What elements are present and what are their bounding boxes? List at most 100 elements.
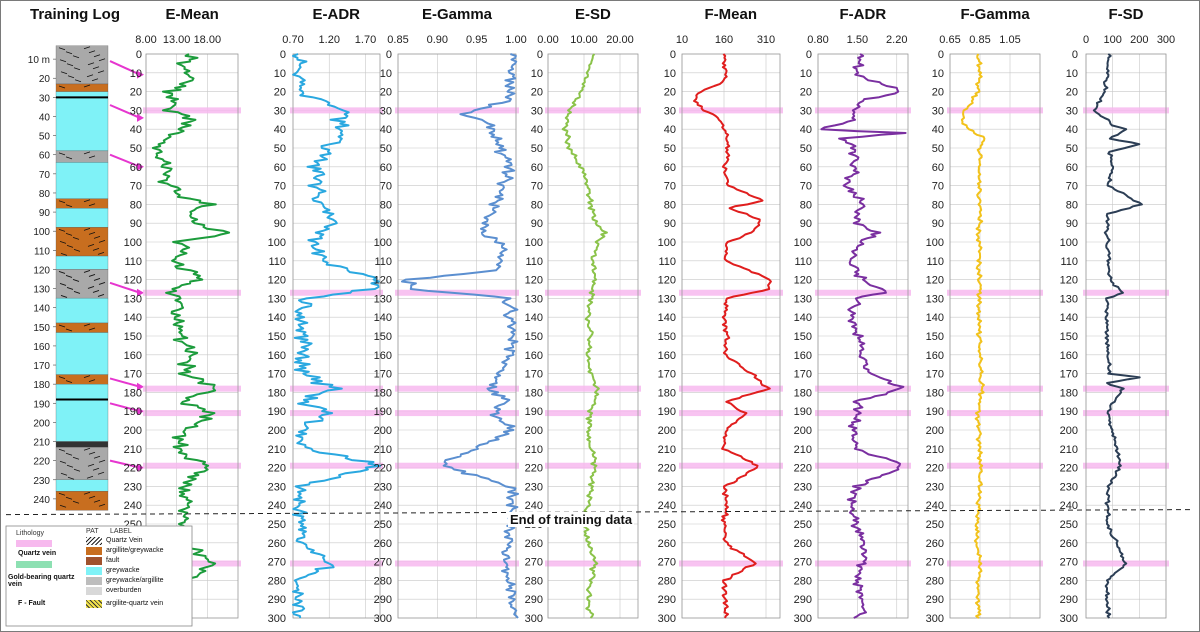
depth-label-5-130: 130: [794, 293, 812, 305]
lith-mark-5-1: [65, 204, 73, 208]
lith-mark2-7-0: [83, 227, 91, 231]
depth-label-3-280: 280: [525, 575, 543, 587]
lith-mark2-18-1: [88, 495, 96, 499]
depth-label-2-200: 200: [374, 425, 392, 437]
series-line-4: [693, 53, 772, 619]
depth-label-6-150: 150: [926, 331, 944, 343]
highlight-7-4: [1083, 462, 1169, 469]
depth-label-3-220: 220: [525, 463, 543, 475]
depth-label-3-90: 90: [531, 218, 543, 230]
depth-label-7-170: 170: [1060, 369, 1078, 381]
depth-label-0-120: 120: [124, 275, 142, 287]
depth-label-5-80: 80: [800, 199, 812, 211]
depth-label-4-260: 260: [658, 538, 676, 550]
depth-label-6-250: 250: [926, 519, 944, 531]
lith-mark-7-2: [72, 236, 80, 240]
lith-mark-16-4: [66, 464, 74, 468]
lith-mark-1-0: [58, 85, 66, 89]
log-depth-110: 110: [34, 246, 50, 257]
lith-segment-9: [55, 269, 109, 299]
log-depth-120: 120: [33, 265, 50, 276]
lith-mark2-16-3: [98, 459, 106, 463]
depth-label-5-280: 280: [794, 575, 812, 587]
log-arrow-3: [109, 281, 141, 294]
highlight-0-1: [143, 289, 241, 296]
series-line-1: [292, 53, 382, 619]
log-arrowhead-1: [137, 113, 144, 122]
series-line-5: [820, 53, 907, 619]
depth-label-3-190: 190: [525, 406, 543, 418]
lith-segment-0: [55, 45, 109, 85]
lith-mark2-9-2: [93, 278, 101, 281]
highlight-1-4: [290, 462, 383, 469]
lith-mark2-18-3: [98, 503, 106, 507]
log-depth-180: 180: [33, 380, 50, 391]
log-depth-140: 140: [33, 304, 50, 315]
depth-label-5-70: 70: [800, 181, 812, 193]
highlight-5-0: [815, 107, 911, 114]
log-depth-20: 20: [39, 74, 51, 85]
depth-label-5-40: 40: [800, 124, 812, 136]
depth-label-0-110: 110: [124, 256, 142, 268]
log-depth-60: 60: [39, 151, 51, 162]
depth-label-5-60: 60: [800, 162, 812, 174]
lith-segment-13: [55, 374, 109, 385]
depth-label-6-290: 290: [926, 594, 944, 606]
lith-mark-18-0: [58, 492, 66, 496]
depth-label-7-290: 290: [1060, 594, 1078, 606]
highlight-0-3: [143, 410, 241, 417]
depth-label-0-80: 80: [130, 199, 142, 211]
lith-mark-18-2: [72, 500, 80, 504]
legend-label-header: LABEL: [110, 528, 132, 535]
depth-label-3-180: 180: [525, 387, 543, 399]
depth-label-4-300: 300: [658, 613, 676, 625]
depth-label-1-140: 140: [268, 312, 286, 324]
depth-label-7-10: 10: [1066, 68, 1078, 80]
depth-label-7-110: 110: [1060, 256, 1078, 268]
lith-mark2-11-0: [83, 323, 91, 327]
log-depth-170: 170: [33, 361, 50, 372]
depth-label-2-270: 270: [374, 557, 392, 569]
depth-label-0-20: 20: [130, 87, 142, 99]
lith-mark-0-6: [60, 71, 68, 75]
log-depth-30: 30: [39, 93, 51, 104]
legend-swatch-quartz-vein: [16, 540, 52, 547]
depth-label-0-170: 170: [124, 369, 142, 381]
legend-gold-bearing-label: Gold-bearing quartz vein: [8, 574, 75, 588]
log-depth-210: 210: [33, 438, 50, 449]
depth-label-3-130: 130: [525, 293, 543, 305]
depth-label-1-300: 300: [268, 613, 286, 625]
lith-mark2-0-0: [83, 46, 91, 50]
legend-item-6: argilite-quartz vein: [106, 600, 164, 607]
depth-label-1-250: 250: [268, 519, 286, 531]
lith-segment-3: [55, 150, 109, 163]
depth-label-0-150: 150: [124, 331, 142, 343]
depth-label-2-60: 60: [380, 162, 392, 174]
lith-mark2-5-1: [88, 203, 96, 207]
depth-label-1-170: 170: [268, 369, 286, 381]
highlight-6-3: [947, 410, 1043, 417]
lith-mark-16-7: [67, 476, 75, 480]
depth-label-6-50: 50: [932, 143, 944, 155]
lith-mark2-1-0: [83, 84, 91, 88]
depth-label-4-0: 0: [670, 49, 676, 61]
lith-mark2-11-1: [88, 327, 96, 331]
legend-item-5: overburden: [106, 587, 142, 594]
depth-label-1-30: 30: [274, 105, 286, 117]
depth-label-3-100: 100: [525, 237, 543, 249]
highlight-3-4: [545, 462, 641, 469]
lith-mark2-9-3: [98, 282, 106, 285]
legend-item-4: greywacke/argillite: [106, 577, 164, 584]
depth-label-1-80: 80: [274, 199, 286, 211]
x-tick-0-1: 13.00: [163, 34, 191, 46]
log-arrow-6: [109, 459, 141, 469]
lith-mark-18-3: [59, 504, 67, 508]
depth-label-5-210: 210: [794, 444, 812, 456]
depth-label-2-230: 230: [374, 481, 392, 493]
lith-mark2-16-1: [88, 451, 96, 455]
depth-label-3-0: 0: [537, 49, 543, 61]
lith-mark-5-0: [58, 200, 66, 204]
lith-mark-9-4: [66, 287, 74, 290]
legend-pat-greywacke: [86, 567, 102, 575]
depth-label-1-40: 40: [274, 124, 286, 136]
